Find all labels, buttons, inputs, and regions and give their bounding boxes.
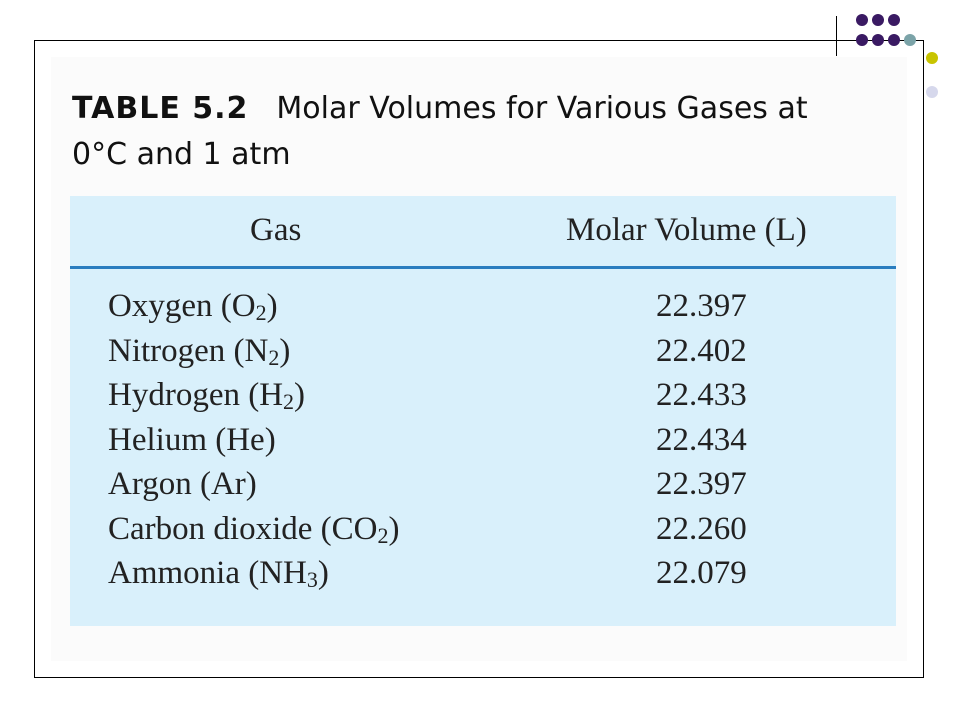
table-caption: TABLE 5.2 Molar Volumes for Various Gases…	[72, 86, 872, 178]
dot	[856, 14, 868, 26]
gas-cell: Oxygen (O2)	[108, 288, 278, 325]
decorative-dots	[852, 14, 960, 104]
dot	[888, 14, 900, 26]
gas-cell: Ammonia (NH3)	[108, 555, 329, 592]
table-header: Gas Molar Volume (L)	[70, 196, 896, 266]
table-row: Helium (He) 22.434	[70, 422, 896, 467]
gas-cell: Hydrogen (H2)	[108, 377, 306, 414]
volume-cell: 22.397	[656, 466, 747, 502]
dot	[904, 34, 916, 46]
volume-cell: 22.079	[656, 555, 747, 591]
molar-volume-table: Gas Molar Volume (L) Oxygen (O2) 22.397 …	[70, 196, 896, 626]
table-row: Nitrogen (N2) 22.402	[70, 333, 896, 378]
column-header-molar-volume: Molar Volume (L)	[566, 212, 807, 248]
gas-cell: Nitrogen (N2)	[108, 332, 291, 370]
table-title: Molar Volumes for Various Gases at 0°C a…	[72, 91, 808, 172]
gas-cell: Helium (He)	[108, 421, 276, 458]
dot	[926, 52, 938, 64]
table-row: Ammonia (NH3) 22.079	[70, 555, 896, 600]
volume-cell: 22.433	[656, 377, 747, 413]
dot	[872, 34, 884, 46]
header-rule	[70, 266, 896, 269]
volume-cell: 22.397	[656, 288, 747, 324]
volume-cell: 22.260	[656, 510, 747, 547]
dot	[888, 34, 900, 46]
gas-cell: Carbon dioxide (CO2)	[108, 510, 400, 548]
dot	[926, 86, 938, 98]
column-header-gas: Gas	[250, 212, 302, 248]
dot	[856, 34, 868, 46]
volume-cell: 22.434	[656, 421, 747, 458]
table-label: TABLE 5.2	[72, 91, 249, 126]
decorative-divider	[836, 16, 837, 56]
gas-cell: Argon (Ar)	[108, 466, 257, 502]
dot	[872, 14, 884, 26]
volume-cell: 22.402	[656, 332, 747, 369]
table-row: Argon (Ar) 22.397	[70, 466, 896, 511]
table-row: Hydrogen (H2) 22.433	[70, 377, 896, 422]
table-row: Carbon dioxide (CO2) 22.260	[70, 511, 896, 556]
table-body: Oxygen (O2) 22.397 Nitrogen (N2) 22.402 …	[70, 288, 896, 600]
table-row: Oxygen (O2) 22.397	[70, 288, 896, 333]
